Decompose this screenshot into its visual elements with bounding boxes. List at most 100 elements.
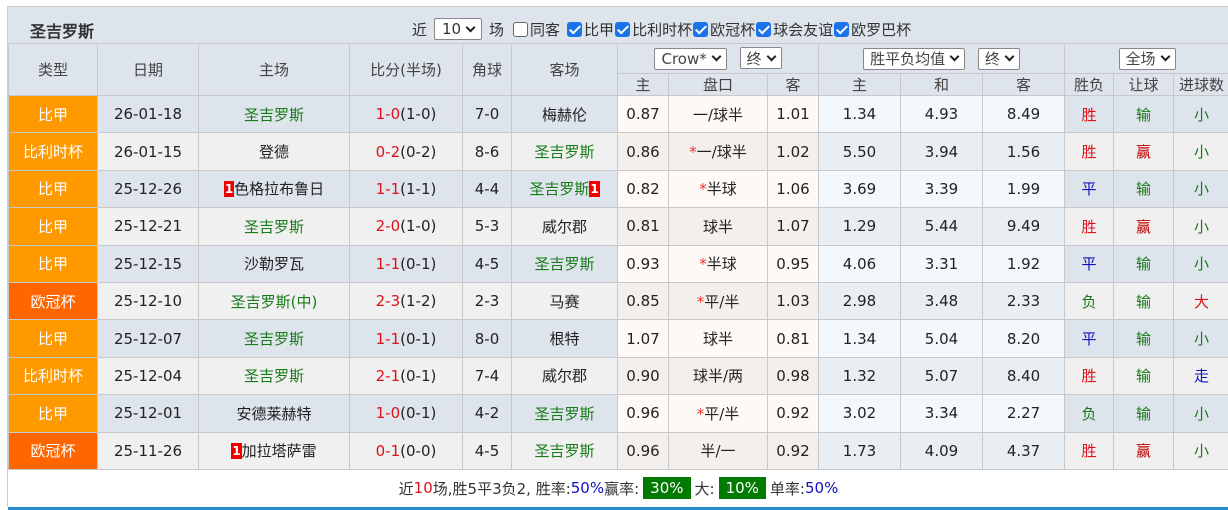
table-row[interactable]: 欧冠杯 25-11-26 1加拉塔萨雷 0-1(0-0) 4-5 圣吉罗斯 0.… xyxy=(9,432,1228,469)
euro-time-select[interactable]: 终 xyxy=(978,48,1020,70)
eu-draw-odds: 3.31 xyxy=(901,245,983,282)
score[interactable]: 1-0(1-0) xyxy=(350,96,463,133)
filter-checkbox[interactable]: 同客 xyxy=(513,19,560,40)
checkbox-box[interactable] xyxy=(567,22,582,37)
away-team[interactable]: 马赛 xyxy=(512,282,618,319)
home-team[interactable]: 圣吉罗斯(中) xyxy=(199,282,350,319)
home-team[interactable]: 安德莱赫特 xyxy=(199,395,350,432)
scope-select[interactable]: 全场 xyxy=(1119,48,1176,70)
table-row[interactable]: 比甲 25-12-07 圣吉罗斯 1-1(0-1) 8-0 根特 1.07 球半… xyxy=(9,320,1228,357)
home-team[interactable]: 1加拉塔萨雷 xyxy=(199,432,350,469)
checkbox-box[interactable] xyxy=(834,22,849,37)
table-row[interactable]: 比甲 25-12-26 1色格拉布鲁日 1-1(1-1) 4-4 圣吉罗斯1 0… xyxy=(9,170,1228,207)
home-team-name: 圣吉罗斯 xyxy=(244,367,304,385)
ah-away-odds: 0.95 xyxy=(768,245,819,282)
checkbox-box[interactable] xyxy=(615,22,630,37)
result: 胜 xyxy=(1065,208,1114,245)
away-team[interactable]: 圣吉罗斯 xyxy=(512,133,618,170)
match-type[interactable]: 比甲 xyxy=(9,245,98,282)
filter-checkbox[interactable]: 欧冠杯 xyxy=(693,19,755,40)
home-team[interactable]: 圣吉罗斯 xyxy=(199,208,350,245)
match-type[interactable]: 比甲 xyxy=(9,170,98,207)
odd-rate: 50% xyxy=(805,479,838,497)
eu-away-odds: 2.27 xyxy=(983,395,1065,432)
table-row[interactable]: 比利时杯 26-01-15 登德 0-2(0-2) 8-6 圣吉罗斯 0.86 … xyxy=(9,133,1228,170)
score[interactable]: 0-2(0-2) xyxy=(350,133,463,170)
recent-count-select[interactable]: 10 xyxy=(434,18,482,40)
table-row[interactable]: 比甲 26-01-18 圣吉罗斯 1-0(1-0) 7-0 梅赫伦 0.87 一… xyxy=(9,96,1228,133)
match-type[interactable]: 比利时杯 xyxy=(9,357,98,394)
half-score: (0-0) xyxy=(400,442,436,460)
goals-result: 小 xyxy=(1174,395,1228,432)
match-type[interactable]: 比甲 xyxy=(9,208,98,245)
away-team[interactable]: 圣吉罗斯 xyxy=(512,432,618,469)
score[interactable]: 2-3(1-2) xyxy=(350,282,463,319)
chevron-down-icon xyxy=(711,52,721,62)
away-team[interactable]: 威尔郡 xyxy=(512,357,618,394)
match-type[interactable]: 比甲 xyxy=(9,320,98,357)
table-row[interactable]: 比利时杯 25-12-04 圣吉罗斯 2-1(0-1) 7-4 威尔郡 0.90… xyxy=(9,357,1228,394)
match-type[interactable]: 比甲 xyxy=(9,96,98,133)
ah-away-odds: 1.06 xyxy=(768,170,819,207)
home-team[interactable]: 沙勒罗瓦 xyxy=(199,245,350,282)
home-team[interactable]: 圣吉罗斯 xyxy=(199,357,350,394)
home-team[interactable]: 圣吉罗斯 xyxy=(199,320,350,357)
table-row[interactable]: 比甲 25-12-21 圣吉罗斯 2-0(1-0) 5-3 威尔郡 0.81 球… xyxy=(9,208,1228,245)
score[interactable]: 2-0(1-0) xyxy=(350,208,463,245)
away-team[interactable]: 威尔郡 xyxy=(512,208,618,245)
half-score: (0-2) xyxy=(400,143,436,161)
home-team[interactable]: 1色格拉布鲁日 xyxy=(199,170,350,207)
eu-home-odds: 3.69 xyxy=(819,170,901,207)
full-score: 2-3 xyxy=(376,292,401,310)
away-team[interactable]: 圣吉罗斯 xyxy=(512,395,618,432)
match-type[interactable]: 欧冠杯 xyxy=(9,432,98,469)
away-team[interactable]: 根特 xyxy=(512,320,618,357)
scope-value: 全场 xyxy=(1126,48,1156,69)
chevron-down-icon xyxy=(950,52,960,62)
filter-checkbox[interactable]: 球会友谊 xyxy=(756,19,833,40)
match-date: 25-12-04 xyxy=(98,357,199,394)
filter-checkbox[interactable]: 欧罗巴杯 xyxy=(834,19,911,40)
score[interactable]: 0-1(0-0) xyxy=(350,432,463,469)
ah-away-odds: 1.03 xyxy=(768,282,819,319)
eu-home-odds: 1.34 xyxy=(819,320,901,357)
company-select[interactable]: Crow* xyxy=(654,48,726,70)
eu-home-odds: 3.02 xyxy=(819,395,901,432)
away-team[interactable]: 圣吉罗斯 xyxy=(512,245,618,282)
ah-away-odds: 1.07 xyxy=(768,208,819,245)
match-date: 25-11-26 xyxy=(98,432,199,469)
home-team[interactable]: 登德 xyxy=(199,133,350,170)
away-team[interactable]: 圣吉罗斯1 xyxy=(512,170,618,207)
goals-result: 小 xyxy=(1174,133,1228,170)
euro-type-select[interactable]: 胜平负均值 xyxy=(863,48,965,70)
score[interactable]: 1-1(0-1) xyxy=(350,320,463,357)
score[interactable]: 2-1(0-1) xyxy=(350,357,463,394)
half-score: (1-0) xyxy=(400,217,436,235)
match-type[interactable]: 比甲 xyxy=(9,395,98,432)
ah-home-odds: 0.90 xyxy=(618,357,669,394)
eu-draw-odds: 4.93 xyxy=(901,96,983,133)
checkbox-box[interactable] xyxy=(756,22,771,37)
match-type[interactable]: 欧冠杯 xyxy=(9,282,98,319)
filter-checkbox[interactable]: 比利时杯 xyxy=(615,19,692,40)
score[interactable]: 1-1(1-1) xyxy=(350,170,463,207)
ah-time-select[interactable]: 终 xyxy=(740,47,782,69)
table-row[interactable]: 比甲 25-12-15 沙勒罗瓦 1-1(0-1) 4-5 圣吉罗斯 0.93 … xyxy=(9,245,1228,282)
away-team-name: 圣吉罗斯 xyxy=(534,442,594,460)
checkbox-box[interactable] xyxy=(513,22,528,37)
match-type[interactable]: 比利时杯 xyxy=(9,133,98,170)
ah-home-odds: 0.87 xyxy=(618,96,669,133)
away-team[interactable]: 梅赫伦 xyxy=(512,96,618,133)
eu-away-odds: 1.92 xyxy=(983,245,1065,282)
table-row[interactable]: 欧冠杯 25-12-10 圣吉罗斯(中) 2-3(1-2) 2-3 马赛 0.8… xyxy=(9,282,1228,319)
filter-checkbox[interactable]: 比甲 xyxy=(567,19,614,40)
summary-text: 场,胜5平3负2, 胜率: xyxy=(433,478,571,499)
subcol-header: 和 xyxy=(901,74,983,96)
score[interactable]: 1-0(0-1) xyxy=(350,395,463,432)
checkbox-box[interactable] xyxy=(693,22,708,37)
table-row[interactable]: 比甲 25-12-01 安德莱赫特 1-0(0-1) 4-2 圣吉罗斯 0.96… xyxy=(9,395,1228,432)
score[interactable]: 1-1(0-1) xyxy=(350,245,463,282)
home-team[interactable]: 圣吉罗斯 xyxy=(199,96,350,133)
subcol-header: 主 xyxy=(618,74,669,96)
result: 胜 xyxy=(1065,96,1114,133)
